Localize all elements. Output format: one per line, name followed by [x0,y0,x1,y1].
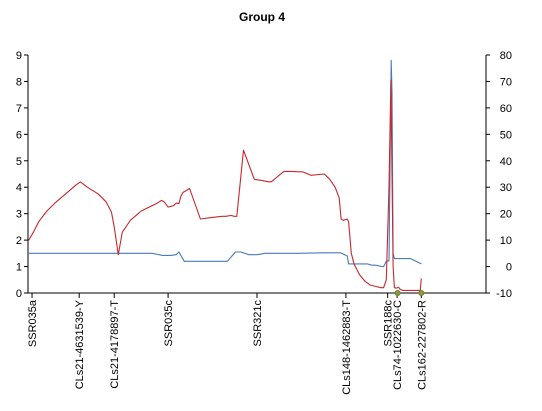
series-line [27,79,422,291]
left-tick-label: 7 [16,103,22,115]
x-marker-label: CLs74-1022630-C [392,300,404,390]
right-tick-label: 40 [500,156,512,168]
left-tick-label: 3 [16,209,22,221]
x-marker-label: CLs21-4631539-Y [74,299,86,389]
right-y-ticks: -10 0 10 20 30 40 50 60 70 80 [486,50,512,300]
zero-point [418,289,425,296]
left-tick-label: 0 [16,288,22,300]
x-marker-label: CLs21-4178897-T [109,300,121,389]
left-tick-label: 6 [16,129,22,141]
series-layer [27,59,422,291]
zero-points [394,289,425,296]
right-tick-label: 20 [500,209,512,221]
x-marker-labels: SSR035a CLs21-4631539-Y CLs21-4178897-T SSR… [27,293,428,395]
x-marker-label: CLs162-227802-R [416,300,428,390]
left-tick-label: 8 [16,76,22,88]
left-tick-label: 5 [16,156,22,168]
zero-point [394,289,401,296]
right-tick-label: 70 [500,76,512,88]
right-tick-label: 10 [500,235,512,247]
right-tick-label: 30 [500,182,512,194]
series-line [28,59,422,268]
left-tick-label: 9 [16,50,22,62]
left-y-ticks: 0 1 2 3 4 5 6 7 8 9 [16,50,28,300]
x-marker-label: SSR035c [163,300,175,347]
chart-title: Group 4 [239,10,285,24]
right-tick-label: 80 [500,50,512,62]
plot-area [28,55,486,293]
left-tick-label: 2 [16,235,22,247]
x-marker-label: SSR035a [27,299,39,347]
right-tick-label: 60 [500,103,512,115]
right-tick-label: -10 [496,288,512,300]
x-marker-label: CLs148-1462883-T [341,300,353,395]
x-marker-label: SSR321c [252,300,264,347]
left-tick-label: 4 [16,182,22,194]
x-marker-label: SSR188c [383,300,395,347]
right-tick-label: 0 [506,262,512,274]
left-tick-label: 1 [16,262,22,274]
right-tick-label: 50 [500,129,512,141]
